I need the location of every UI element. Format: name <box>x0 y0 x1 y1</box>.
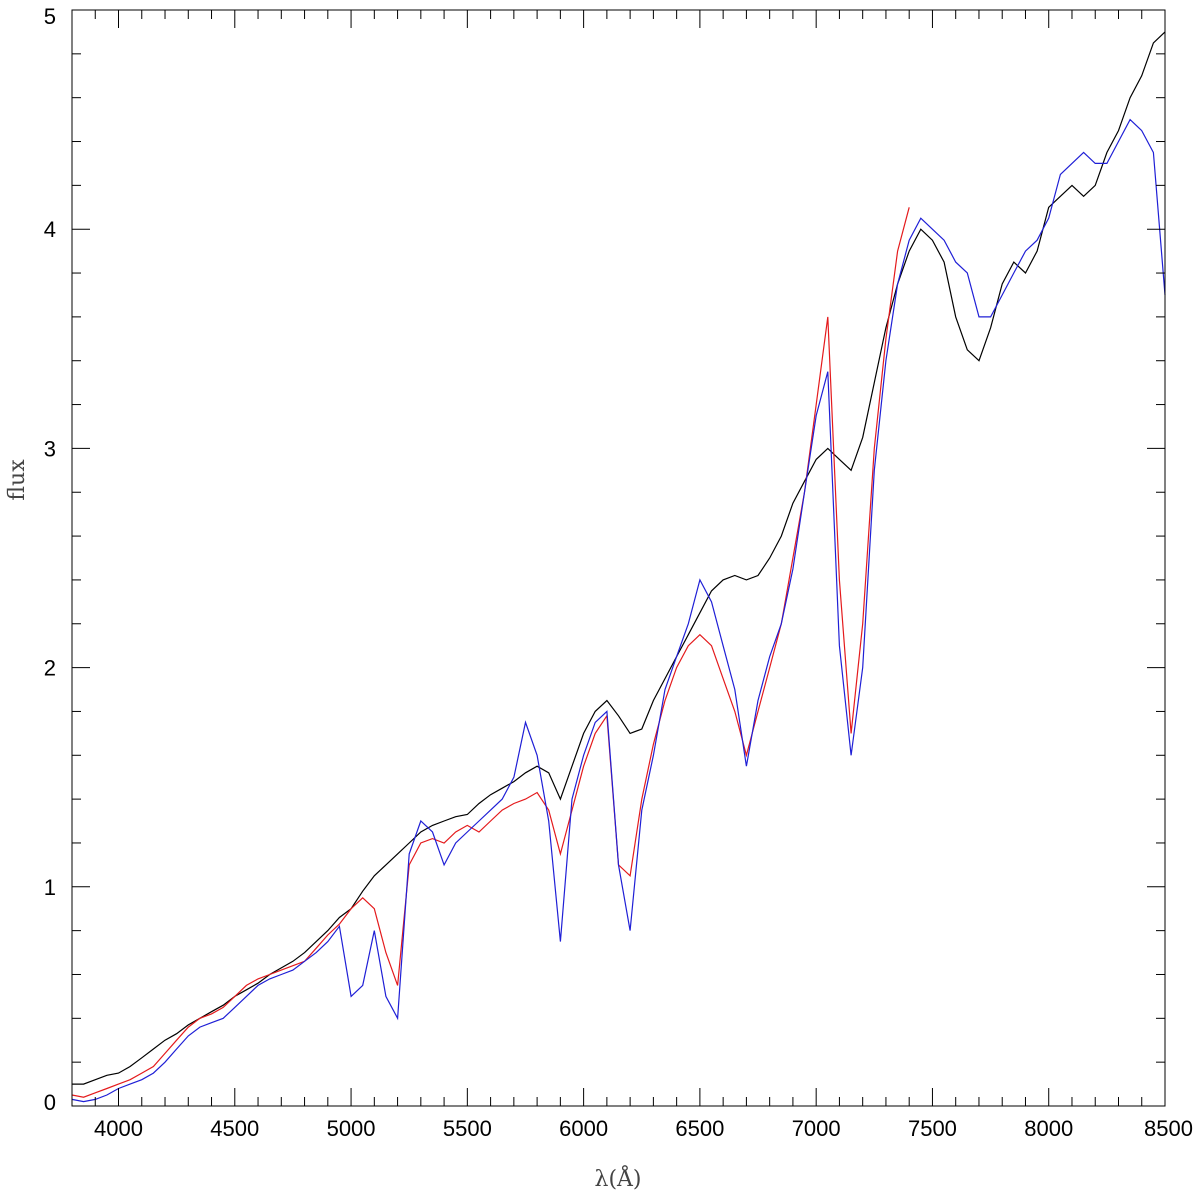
tick-labels: 4000 4500 5000 5500 6000 6500 7000 7500 8000 8500… <box>44 4 1193 1141</box>
x-tick-label: 4500 <box>210 1116 259 1141</box>
x-tick-label: 5000 <box>327 1116 376 1141</box>
x-tick-label: 8000 <box>1024 1116 1073 1141</box>
series-line-1 <box>71 207 910 1098</box>
series-layer <box>71 31 1166 1103</box>
x-axis-title: λ(Å) <box>595 1164 642 1192</box>
series-line-2 <box>71 118 1166 1103</box>
x-tick-label: 5500 <box>443 1116 492 1141</box>
x-tick-label: 7000 <box>792 1116 841 1141</box>
plot-frame <box>71 9 1166 1107</box>
y-tick-label: 5 <box>44 4 56 29</box>
x-tick-label: 6000 <box>559 1116 608 1141</box>
y-tick-label: 4 <box>44 217 56 242</box>
x-tick-label: 8500 <box>1144 1116 1193 1141</box>
y-axis-title: flux <box>5 459 30 501</box>
y-tick-label: 1 <box>44 875 56 900</box>
ticks-layer <box>71 9 1166 1107</box>
x-tick-label: 6500 <box>675 1116 724 1141</box>
y-tick-label: 3 <box>44 436 56 461</box>
y-tick-label: 2 <box>44 656 56 681</box>
x-tick-label: 4000 <box>94 1116 143 1141</box>
y-tick-label: 0 <box>44 1090 56 1115</box>
series-line-0 <box>72 31 1166 1085</box>
x-tick-label: 7500 <box>908 1116 957 1141</box>
